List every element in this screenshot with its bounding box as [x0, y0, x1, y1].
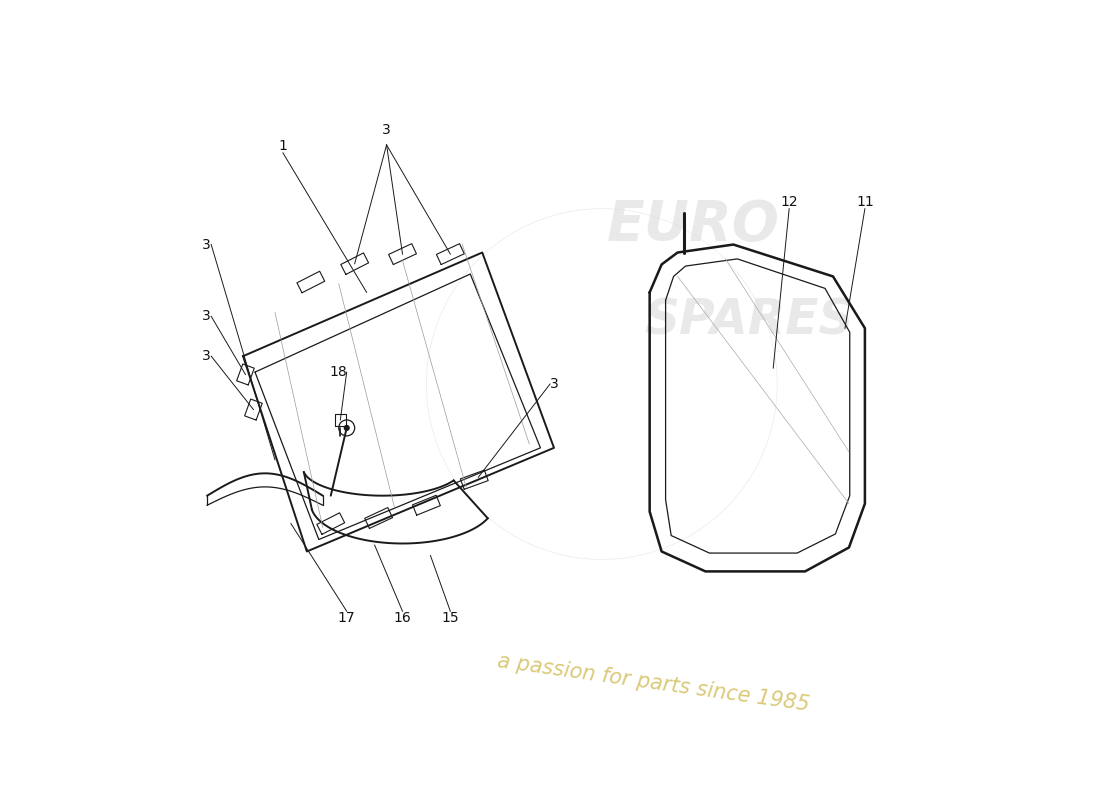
Text: a passion for parts since 1985: a passion for parts since 1985: [496, 651, 811, 715]
Text: 3: 3: [550, 377, 559, 391]
Text: 1: 1: [278, 139, 287, 153]
Text: 3: 3: [202, 310, 211, 323]
Text: 3: 3: [202, 238, 211, 251]
Text: 18: 18: [329, 365, 346, 379]
Text: 17: 17: [338, 611, 355, 626]
Circle shape: [344, 426, 349, 430]
Text: SPARES: SPARES: [645, 296, 854, 344]
Text: 3: 3: [382, 123, 390, 137]
Text: 16: 16: [394, 611, 411, 626]
Text: 15: 15: [441, 611, 459, 626]
Text: 11: 11: [856, 194, 873, 209]
Text: 3: 3: [202, 349, 211, 363]
Text: 12: 12: [780, 194, 798, 209]
Text: EURO: EURO: [607, 198, 780, 252]
